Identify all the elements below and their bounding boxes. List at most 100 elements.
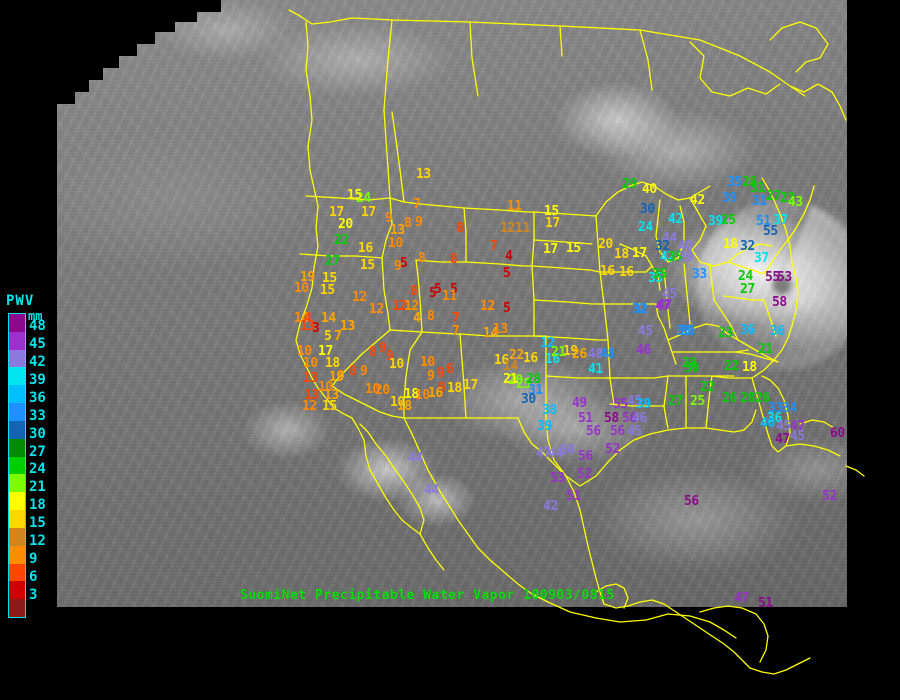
colorbar-tick-12: 12: [29, 533, 46, 550]
pwv-station-value: 13: [340, 319, 355, 334]
pwv-station-value: 15: [566, 241, 581, 256]
border-mexico-guatemala: [711, 635, 751, 669]
pwv-station-value: 28: [740, 391, 755, 406]
pwv-station-value: 8: [369, 345, 377, 360]
pwv-station-value: 17: [329, 205, 344, 220]
pwv-station-value: 39: [537, 419, 552, 434]
pwv-station-value: 56: [610, 424, 625, 439]
pwv-station-value: 34: [782, 401, 797, 416]
pwv-station-value: 35: [652, 267, 667, 282]
pwv-station-value: 35: [648, 271, 663, 286]
colorbar-tick-9: 9: [29, 551, 38, 568]
pwv-station-value: 48: [600, 347, 615, 362]
pwv-station-value: 29: [622, 177, 637, 192]
pwv-station-value: 40: [760, 416, 775, 431]
pwv-station-value: 5: [429, 286, 437, 301]
pwv-station-value: 17: [545, 216, 560, 231]
pwv-station-value: 33: [692, 267, 707, 282]
pwv-station-value: 52: [605, 442, 620, 457]
scan-edge-step: [175, 0, 197, 22]
pwv-station-value: 18: [404, 387, 419, 402]
pwv-station-value: 17: [463, 378, 478, 393]
pwv-station-value: 21: [503, 372, 518, 387]
pwv-station-value: 12: [369, 302, 384, 317]
pwv-station-value: 27: [740, 282, 755, 297]
pwv-station-value: 18: [325, 356, 340, 371]
pwv-station-value: 10: [388, 236, 403, 251]
pwv-station-value: 12: [540, 336, 555, 351]
pwv-station-value: 58: [604, 411, 619, 426]
pwv-station-value: 43: [788, 195, 803, 210]
pwv-station-value: 8: [410, 284, 418, 299]
image-title: SuomiNet Precipitable Water Vapor 100903…: [240, 588, 615, 603]
pwv-station-value: 56: [622, 411, 637, 426]
pwv-station-value: 35: [668, 250, 683, 265]
pwv-station-value: 44: [548, 446, 563, 461]
pwv-station-value: 7: [413, 197, 421, 212]
pwv-station-value: 14: [321, 311, 336, 326]
pwv-station-value: 16: [494, 353, 509, 368]
colorbar-tick-3: 3: [29, 587, 38, 604]
colorbar-band: [9, 331, 25, 350]
pwv-station-value: 9: [386, 349, 394, 364]
pwv-station-value: 45: [638, 324, 653, 339]
pwv-station-value: 32: [633, 302, 648, 317]
pwv-station-value: 9: [415, 215, 423, 230]
pwv-station-value: 18: [447, 381, 462, 396]
pwv-station-value: 25: [690, 394, 705, 409]
pwv-station-value: 15: [322, 271, 337, 286]
pwv-station-value: 8: [427, 309, 435, 324]
scan-edge-step: [155, 0, 175, 32]
pwv-station-value: 24: [356, 191, 371, 206]
pwv-station-value: 19: [300, 270, 315, 285]
pwv-station-value: 16: [358, 241, 373, 256]
pwv-station-value: 55: [613, 397, 628, 412]
pwv-station-value: 15: [320, 283, 335, 298]
pwv-station-value: 12: [302, 399, 317, 414]
pwv-station-value: 14: [294, 311, 309, 326]
pwv-station-value: 21: [551, 345, 566, 360]
scan-edge-step: [137, 0, 155, 44]
pwv-station-value: 7: [334, 329, 342, 344]
pwv-station-value: 10: [294, 281, 309, 296]
pwv-station-value: 37: [754, 251, 769, 266]
colorbar-band: [9, 420, 25, 439]
colorbar-tick-45: 45: [29, 335, 46, 352]
colorbar-tick-18: 18: [29, 497, 46, 514]
pwv-station-value: 56: [586, 424, 601, 439]
pwv-station-value: 45: [627, 394, 642, 409]
pwv-station-value: 42: [543, 499, 558, 514]
pwv-station-value: 13: [324, 388, 339, 403]
pwv-station-value: 12: [480, 299, 495, 314]
pwv-station-value: 11: [515, 221, 530, 236]
colorbar-tick-24: 24: [29, 461, 46, 478]
pwv-station-value: 47: [790, 419, 805, 434]
pwv-station-value: 28: [742, 175, 757, 190]
colorbar-tick-27: 27: [29, 443, 46, 460]
pwv-station-value: 9: [385, 211, 393, 226]
pwv-station-value: 42: [668, 212, 683, 227]
pwv-station-value: 17: [543, 242, 558, 257]
pwv-station-value: 32: [655, 239, 670, 254]
colorbar-tick-15: 15: [29, 515, 46, 532]
pwv-station-value: 14: [503, 359, 518, 374]
pwv-station-value: 9: [394, 259, 402, 274]
pwv-station-value: 9: [437, 366, 445, 381]
pwv-station-value: 5: [503, 301, 511, 316]
pwv-station-value: 15: [360, 258, 375, 273]
pwv-station-value: 17: [318, 344, 333, 359]
pwv-colorbar: [8, 313, 26, 618]
pwv-station-value: 47: [775, 432, 790, 447]
pwv-station-value: 24: [638, 220, 653, 235]
pwv-station-value: 27: [668, 394, 683, 409]
pwv-station-value: 30: [521, 392, 536, 407]
pwv-station-value: 46: [632, 411, 647, 426]
pwv-station-value: 44: [662, 231, 677, 246]
pwv-station-value: 31: [750, 181, 765, 196]
pwv-station-value: 12: [392, 299, 407, 314]
colorbar-tick-42: 42: [29, 353, 46, 370]
pwv-station-value: 16: [428, 386, 443, 401]
pwv-station-value: 5: [503, 266, 511, 281]
pwv-station-value: 14: [483, 326, 498, 341]
pwv-station-value: 25: [516, 377, 531, 392]
